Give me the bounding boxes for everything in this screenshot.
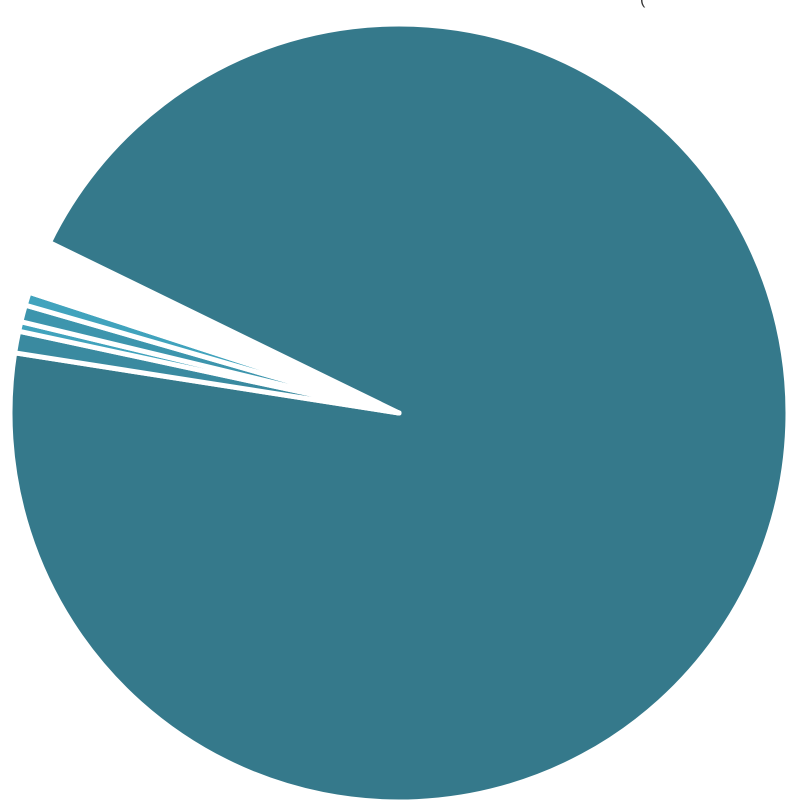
clipped-label: ( — [640, 0, 645, 9]
pie-slice-6 — [26, 286, 402, 416]
